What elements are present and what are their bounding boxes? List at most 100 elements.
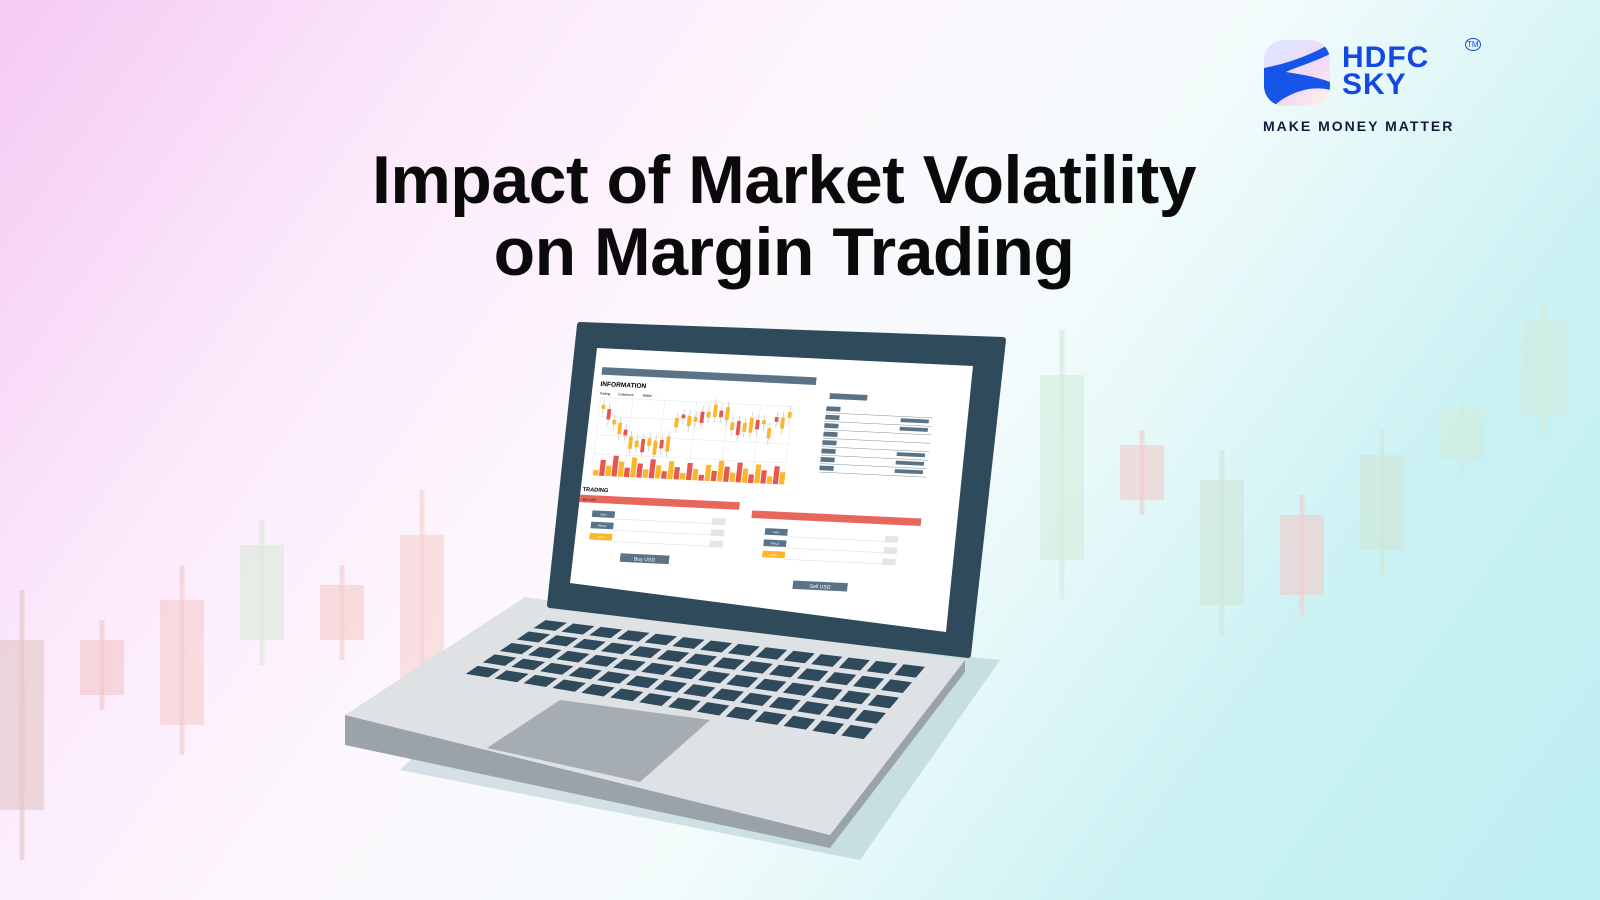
keyboard-key <box>825 672 857 686</box>
info-heading: INFORMATION <box>600 381 647 390</box>
laptop-base-edge <box>345 660 965 848</box>
mini-candle <box>665 436 671 452</box>
keyboard-key <box>516 631 551 643</box>
keyboard-key <box>768 664 801 678</box>
headline-line-2: on Margin Trading <box>493 214 1075 290</box>
keyboard-key <box>811 654 843 667</box>
keyboard-key <box>600 642 634 655</box>
mini-candle <box>699 411 705 424</box>
keyboard-key <box>768 696 801 711</box>
keyboard-key <box>726 674 759 688</box>
side-table <box>819 393 934 478</box>
keyboard-key <box>797 701 830 715</box>
volume-bar <box>654 465 662 479</box>
mini-candle <box>718 410 724 418</box>
keyboard-key <box>894 664 925 678</box>
sell-max-field[interactable] <box>764 528 788 536</box>
keyboard-key <box>552 679 586 692</box>
sell-limit-field[interactable] <box>761 550 786 559</box>
buy-usd-button[interactable] <box>619 553 670 565</box>
buy-panel-header-text: Buy USD <box>582 497 597 502</box>
keyboard <box>465 620 925 740</box>
keyboard-key <box>589 626 622 639</box>
sell-input[interactable] <box>884 535 899 543</box>
tab-trading[interactable]: Trading <box>599 391 611 396</box>
buy-field-label: MAX <box>600 512 607 516</box>
mini-candle <box>623 429 628 436</box>
keyboard-key <box>727 643 760 657</box>
mini-candle <box>761 420 767 425</box>
mini-candle <box>693 416 698 422</box>
keyboard-key <box>853 675 885 690</box>
sell-field-label: PRICE <box>770 541 779 545</box>
sell-input[interactable] <box>883 547 898 555</box>
mini-candlestick-chart <box>591 397 793 485</box>
buy-input[interactable] <box>710 529 725 537</box>
volume-bar <box>648 459 656 479</box>
sell-input[interactable] <box>882 558 897 566</box>
keyboard-key <box>700 640 733 653</box>
keyboard-key <box>712 657 745 670</box>
mini-candle <box>712 404 718 418</box>
buy-usd-button-label[interactable]: Buy USD <box>634 557 656 564</box>
mini-candle <box>681 414 686 419</box>
tagline: MAKE MONEY MATTER <box>1263 118 1455 134</box>
mini-candle <box>774 417 779 422</box>
keyboard-key <box>725 706 759 721</box>
mini-candle <box>787 411 792 418</box>
buy-input[interactable] <box>709 540 724 548</box>
mini-candle <box>606 408 612 420</box>
keyboard-key <box>528 646 562 659</box>
volume-bar <box>760 470 767 484</box>
buy-field-label: LIMIT <box>597 535 605 539</box>
sell-price-field[interactable] <box>763 539 787 548</box>
bg-candle-body <box>1280 515 1324 595</box>
volume-bar <box>679 472 686 480</box>
keyboard-key <box>839 690 871 705</box>
keyboard-key <box>854 709 886 724</box>
mini-candle <box>742 423 747 432</box>
volume-bar <box>692 468 699 481</box>
volume-bar <box>661 471 668 479</box>
keyboard-key <box>511 658 546 671</box>
mini-candle <box>617 422 623 435</box>
keyboard-key <box>641 662 674 676</box>
volume-bar <box>754 464 762 484</box>
keyboard-key <box>783 715 816 730</box>
volume-bar <box>735 462 743 483</box>
keyboard-key <box>669 666 703 680</box>
buy-price-field[interactable] <box>590 521 614 530</box>
sell-panel-header <box>751 510 922 527</box>
tab-orderbook[interactable]: Orderbook <box>618 392 634 397</box>
volume-bar <box>636 463 643 478</box>
brand-name-2: SKY <box>1342 68 1407 101</box>
keyboard-key <box>740 692 773 706</box>
volume-bar <box>598 459 606 476</box>
mini-candle <box>779 417 786 429</box>
mini-candle <box>748 417 754 433</box>
sell-usd-button-label[interactable]: Sell USD <box>809 584 831 591</box>
bg-candle-body <box>1440 410 1484 460</box>
volume-bar <box>642 469 649 479</box>
sell-field-label: LIMIT <box>770 553 778 557</box>
keyboard-key <box>494 670 529 683</box>
keyboard-key <box>612 658 646 671</box>
keyboard-key <box>539 662 574 675</box>
volume-bar <box>623 467 631 478</box>
keyboard-key <box>825 705 858 720</box>
bg-candle-body <box>80 640 124 695</box>
bg-candle-body <box>160 600 204 725</box>
buy-input[interactable] <box>711 517 726 526</box>
volume-bar <box>710 470 717 482</box>
mini-candle <box>647 438 652 447</box>
mini-candle <box>612 419 617 425</box>
buy-max-field[interactable] <box>591 510 616 519</box>
keyboard-key <box>625 675 659 689</box>
volume-bar <box>778 472 786 485</box>
sell-usd-button[interactable] <box>792 580 848 592</box>
mini-candle <box>659 439 664 449</box>
tab-wallet[interactable]: Wallet <box>642 394 652 398</box>
buy-limit-field[interactable] <box>589 532 613 541</box>
mini-candle <box>634 440 639 448</box>
